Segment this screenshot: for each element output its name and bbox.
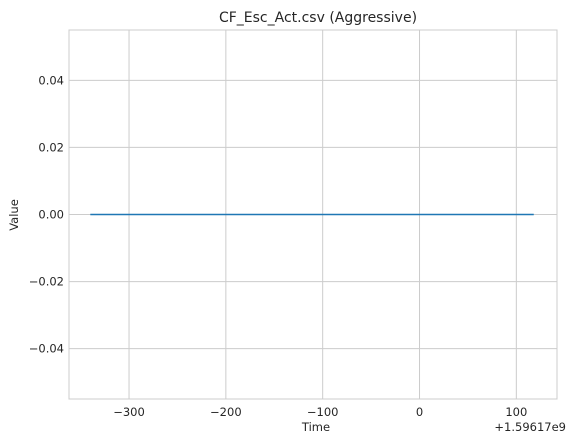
y-axis-label: Value	[7, 199, 21, 231]
y-tick-label: 0.02	[38, 140, 64, 154]
x-axis-label: Time	[301, 420, 330, 434]
x-tick-label: 100	[505, 405, 527, 419]
plot-frame	[68, 29, 558, 400]
x-axis-offset-label: +1.59617e9	[494, 420, 566, 434]
x-tick-label: −300	[113, 405, 145, 419]
x-tick-label: −200	[210, 405, 242, 419]
y-tick-label: 0.00	[38, 208, 64, 222]
x-tick-label: 0	[416, 405, 423, 419]
x-tick-label: −100	[307, 405, 339, 419]
y-tick-label: −0.04	[29, 342, 64, 356]
y-tick-label: 0.04	[38, 73, 64, 87]
y-axis-ticks: −0.04 −0.02 0.00 0.02 0.04	[29, 73, 64, 355]
x-axis-ticks: −300 −200 −100 0 100	[113, 405, 527, 419]
y-tick-label: −0.02	[29, 275, 64, 289]
chart-title: CF_Esc_Act.csv (Aggressive)	[219, 10, 417, 26]
